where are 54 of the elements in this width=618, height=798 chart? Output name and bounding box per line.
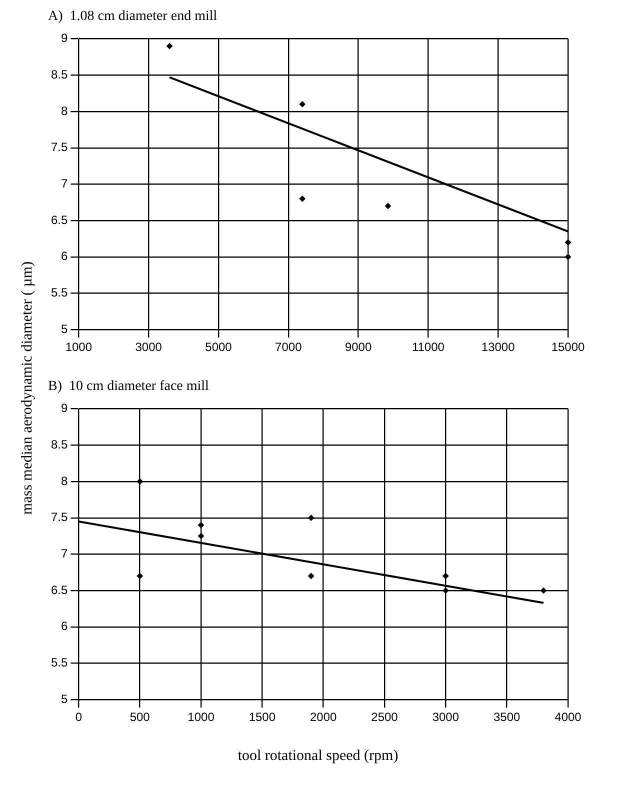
point [442, 573, 449, 580]
x-tick-label: 0 [75, 710, 82, 724]
point [308, 514, 314, 521]
y-tick-label: 5 [60, 322, 68, 336]
y-tick-label: 7 [60, 176, 68, 191]
x-tick-label: 15000 [551, 340, 586, 354]
point [299, 101, 306, 108]
y-tick-label: 5.5 [50, 286, 68, 300]
chart-title: A) 1.08 cm diameter end mill [48, 9, 218, 24]
x-tick-label: 2000 [310, 710, 338, 724]
x-tick-label: 500 [130, 710, 150, 724]
y-tick-label: 7.5 [50, 140, 68, 154]
x-tick-label: 2500 [371, 710, 398, 724]
y-tick-label: 6 [60, 619, 68, 634]
point [442, 588, 449, 594]
x-tick-label: 1000 [188, 710, 215, 724]
x-tick-label: 7000 [275, 340, 302, 354]
x-tick-label: 3500 [493, 710, 521, 724]
point [308, 573, 314, 580]
x-tick-label: 3000 [135, 340, 162, 354]
point [540, 588, 547, 594]
x-tick-label: 4000 [554, 710, 582, 724]
point [299, 196, 306, 202]
y-tick-label: 6.5 [50, 582, 68, 597]
y-tick-label: 7.5 [50, 510, 68, 524]
y-tick-label: 8 [60, 104, 68, 118]
y-tick-label: 6 [60, 249, 68, 264]
x-tick-label: 13000 [481, 340, 516, 354]
point [198, 522, 204, 528]
y-tick-label: 8 [60, 474, 68, 488]
point [565, 239, 571, 246]
x-tick-label: 5000 [205, 340, 232, 354]
x-tick-label: 1000 [65, 340, 92, 354]
y-tick-label: 5 [60, 692, 68, 706]
y-tick-label: 9 [60, 401, 68, 416]
point [385, 203, 391, 210]
point [198, 533, 204, 540]
point [136, 573, 143, 580]
x-tick-label: 9000 [344, 340, 372, 354]
x-axis-title: tool rotational speed (rpm) [236, 748, 400, 765]
point [136, 478, 143, 484]
y-tick-label: 6.5 [50, 212, 68, 227]
y-tick-label: 8.5 [50, 437, 68, 452]
y-tick-label: 9 [60, 31, 68, 46]
x-tick-label: 11000 [412, 340, 445, 354]
y-tick-label: 7 [60, 546, 68, 561]
y-tick-label: 8.5 [50, 67, 68, 82]
y-tick-label: 5.5 [50, 656, 68, 670]
point [565, 254, 571, 260]
x-tick-label: 3000 [432, 710, 460, 724]
y-axis-title: mass median aerodynamic diameter ( µm) [20, 261, 36, 515]
x-tick-label: 1500 [248, 710, 276, 724]
chart-title: B) 10 cm diameter face mill [48, 379, 210, 394]
point [166, 43, 173, 50]
